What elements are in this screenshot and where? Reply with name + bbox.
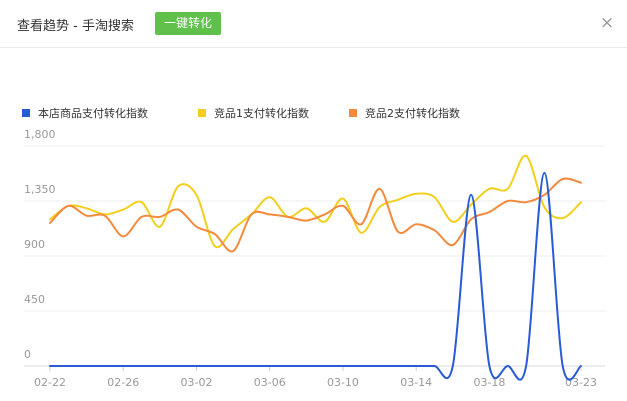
- legend-item-competitor-1[interactable]: 竞品1支付转化指数: [198, 106, 309, 122]
- series-line-competitor-1: [49, 154, 582, 249]
- x-tick-label: 03-23: [565, 376, 597, 389]
- legend-swatch-orange: [349, 109, 357, 117]
- x-tick-label: 03-10: [327, 376, 359, 389]
- legend-swatch-blue: [22, 109, 30, 117]
- x-tick-label: 03-02: [180, 376, 212, 389]
- legend-label: 竞品1支付转化指数: [214, 107, 309, 120]
- series-line-competitor-2: [49, 177, 582, 253]
- x-tick-label: 02-22: [34, 376, 66, 389]
- x-tick-label: 03-06: [254, 376, 286, 389]
- series-line-own-store: [49, 171, 582, 381]
- legend-item-competitor-2[interactable]: 竞品2支付转化指数: [349, 106, 460, 122]
- y-tick-label: 1,350: [24, 183, 56, 196]
- legend-item-own-store[interactable]: 本店商品支付转化指数: [22, 106, 148, 122]
- y-tick-label: 900: [24, 238, 45, 251]
- x-tick-label: 02-26: [107, 376, 139, 389]
- one-click-convert-button[interactable]: 一键转化: [155, 12, 222, 35]
- y-tick-label: 1,800: [24, 128, 56, 141]
- close-icon[interactable]: ×: [599, 13, 615, 33]
- y-tick-label: 0: [24, 348, 31, 361]
- x-tick-label: 03-14: [400, 376, 432, 389]
- legend-label: 本店商品支付转化指数: [38, 107, 148, 120]
- dialog-title: 查看趋势 - 手淘搜索: [17, 19, 134, 34]
- x-tick-label: 03-18: [473, 376, 505, 389]
- y-tick-label: 450: [24, 293, 45, 306]
- legend-swatch-yellow: [198, 109, 206, 117]
- dialog-header: 查看趋势 - 手淘搜索 一键转化 ×: [0, 0, 627, 48]
- legend-label: 竞品2支付转化指数: [365, 107, 460, 120]
